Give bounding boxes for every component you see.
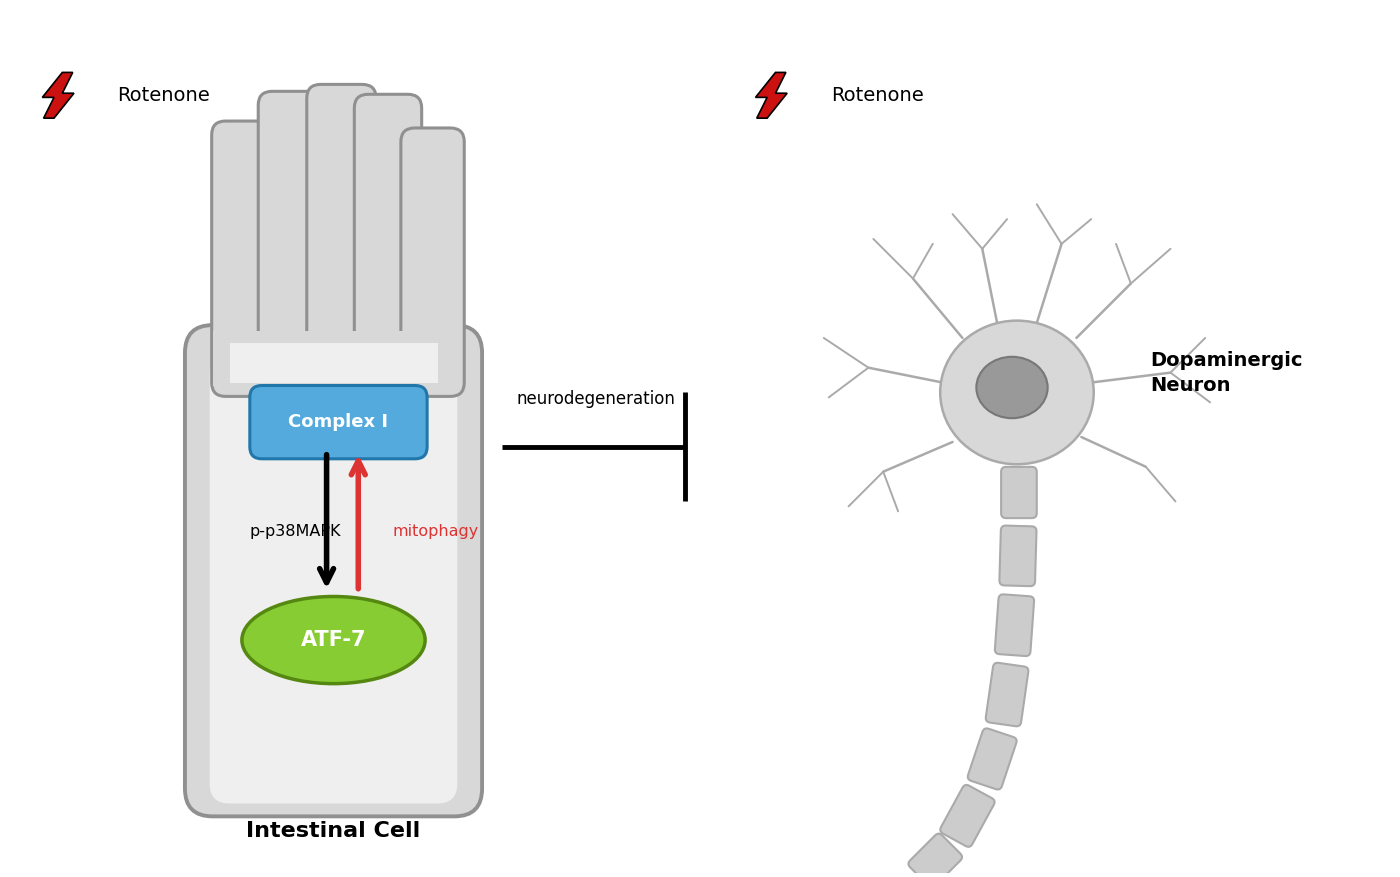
- Text: Dopaminergic
Neuron: Dopaminergic Neuron: [1151, 351, 1303, 395]
- Polygon shape: [756, 73, 787, 118]
- FancyBboxPatch shape: [210, 353, 458, 803]
- Polygon shape: [42, 73, 74, 118]
- FancyBboxPatch shape: [211, 121, 277, 396]
- FancyBboxPatch shape: [185, 325, 482, 816]
- Text: mitophagy: mitophagy: [393, 524, 479, 538]
- FancyBboxPatch shape: [1001, 467, 1037, 518]
- FancyBboxPatch shape: [967, 729, 1016, 789]
- Text: Complex I: Complex I: [288, 413, 388, 431]
- FancyBboxPatch shape: [354, 95, 421, 396]
- Text: p-p38MAPK: p-p38MAPK: [249, 524, 340, 538]
- Bar: [213, 331, 455, 386]
- Text: Intestinal Cell: Intestinal Cell: [246, 821, 420, 841]
- FancyBboxPatch shape: [995, 595, 1035, 656]
- FancyBboxPatch shape: [400, 128, 465, 396]
- Ellipse shape: [242, 596, 426, 684]
- FancyBboxPatch shape: [909, 834, 962, 877]
- Ellipse shape: [976, 357, 1047, 418]
- FancyBboxPatch shape: [986, 663, 1029, 726]
- FancyBboxPatch shape: [941, 785, 994, 847]
- Bar: [230, 343, 438, 382]
- Text: Rotenone: Rotenone: [118, 86, 210, 104]
- FancyBboxPatch shape: [307, 84, 377, 396]
- Text: ATF-7: ATF-7: [301, 630, 367, 650]
- Text: neurodegeneration: neurodegeneration: [517, 390, 676, 409]
- Text: Rotenone: Rotenone: [830, 86, 924, 104]
- Ellipse shape: [941, 321, 1093, 464]
- FancyBboxPatch shape: [1000, 525, 1036, 586]
- FancyBboxPatch shape: [258, 91, 326, 396]
- FancyBboxPatch shape: [249, 386, 427, 459]
